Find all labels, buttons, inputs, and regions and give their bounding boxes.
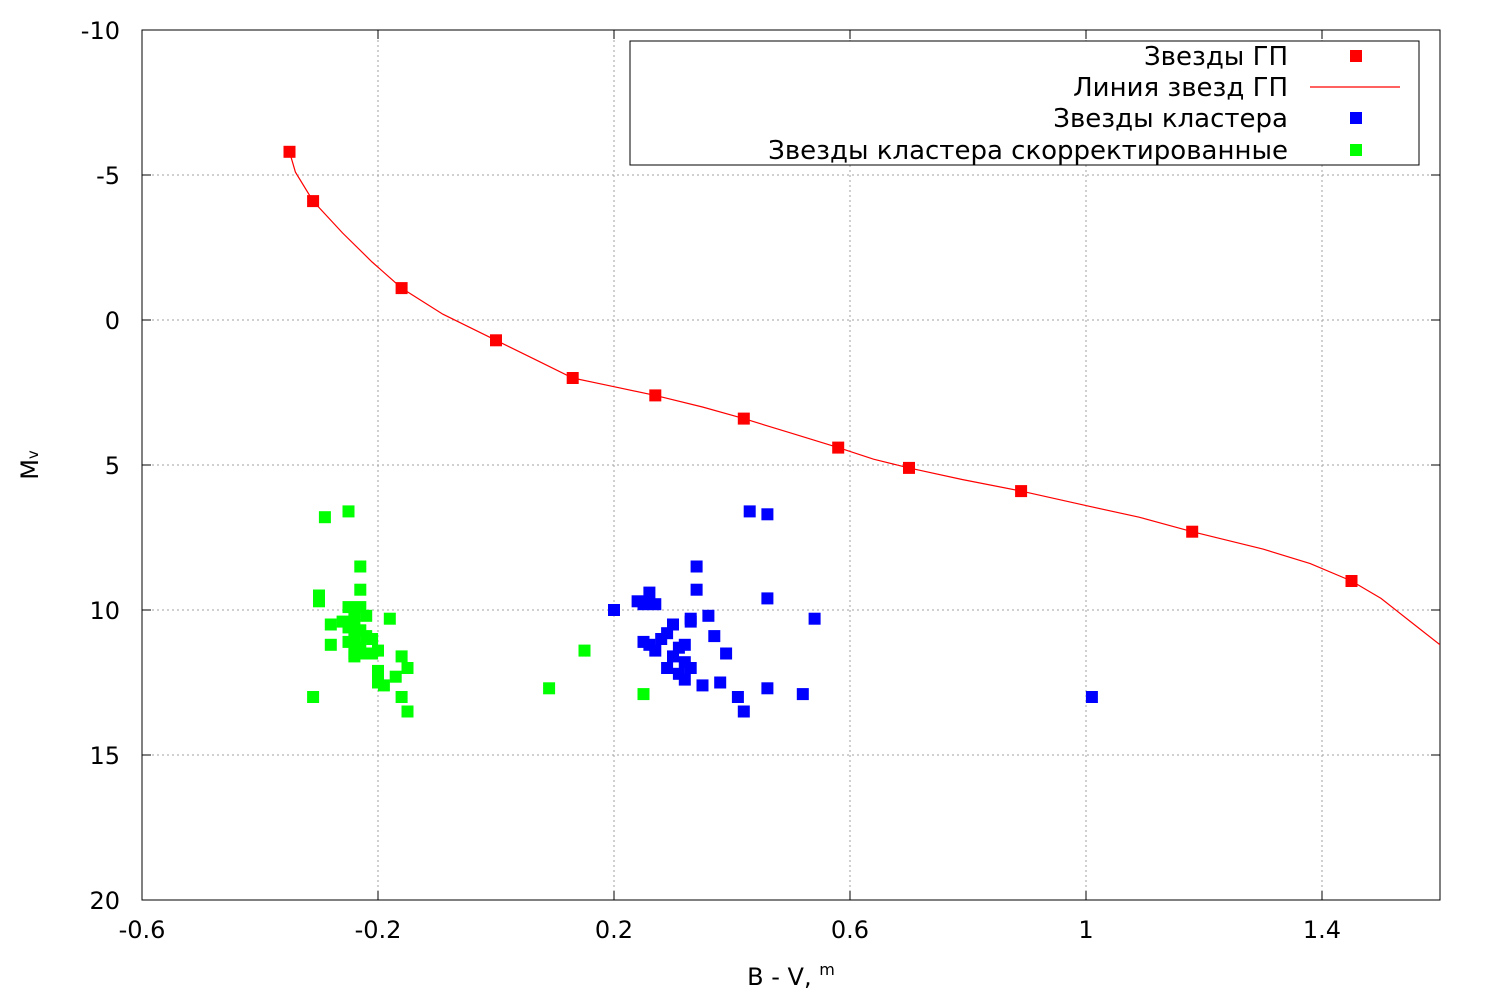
data-point [832,441,845,454]
data-point [1015,485,1028,498]
data-point [1085,691,1098,703]
data-point [342,635,355,648]
data-point [696,679,709,692]
data-point [372,664,384,677]
data-point [708,630,721,643]
data-point [348,650,361,663]
data-point [318,511,331,524]
legend-point-swatch [1350,144,1362,156]
data-point [366,633,379,645]
data-point [737,705,750,718]
data-point [395,691,408,703]
data-point [324,638,337,651]
data-point [313,595,325,608]
x-tick-label: 0.6 [831,916,869,944]
data-point [354,560,367,573]
y-tick-label: 0 [105,307,120,335]
data-point [354,583,367,596]
data-point [395,650,408,663]
data-point [360,609,373,622]
legend-box [629,40,1420,166]
y-tick-label: 10 [89,597,120,625]
data-point [649,598,662,611]
ms-line [288,151,1440,646]
data-point [678,673,691,686]
data-point [283,145,296,158]
y-tick-label: -10 [81,17,120,45]
data-point [307,691,320,703]
data-point [578,644,591,657]
data-point [743,505,756,518]
data-point [342,601,355,614]
data-point [1345,575,1358,587]
data-point [383,612,396,625]
y-axis-label: Mv [16,450,44,480]
data-point [649,644,662,657]
legend-entry-label: Звезды кластера [1053,104,1288,134]
axis-ticks: -0.6 -0.2 0.2 0.6 1 1.4 -10 -5 0 5 10 15 20 [81,17,1440,944]
data-point [324,618,337,631]
y-tick-label: -5 [96,162,120,190]
data-point [401,705,414,718]
data-point [720,647,733,660]
data-point [377,679,390,692]
data-point [761,682,774,695]
y-tick-label: 5 [105,452,120,480]
x-tick-label: -0.2 [355,916,402,944]
data-point [643,586,656,599]
data-point [684,662,697,674]
data-point [702,609,715,622]
grid [142,30,1440,900]
data-point [490,334,502,347]
legend-point-swatch [1350,112,1362,124]
x-tick-label: -0.6 [119,916,166,944]
data-point [808,612,821,625]
data-point [690,560,703,573]
data-point [661,662,674,674]
data-point [731,691,744,703]
legend-point-swatch [1350,50,1362,62]
data-point [903,461,915,474]
y-tick-label: 20 [89,887,120,915]
legend-entry-label: Звезды ГП [1144,42,1288,72]
data-point [543,682,556,695]
data-point [637,598,650,611]
series-lines [288,151,1440,646]
data-point [678,638,691,651]
data-point [637,688,650,701]
data-point [1186,525,1199,538]
data-point [608,604,620,616]
data-point [667,618,679,631]
x-tick-label: 1.4 [1303,916,1341,944]
data-point [737,412,750,425]
data-point [690,583,703,596]
data-point [761,508,774,521]
data-point [761,592,774,605]
data-point [566,372,579,384]
legend-entry-label: Звезды кластера скорректированные [768,136,1288,166]
legend-entry-label: Линия звезд ГП [1073,73,1288,103]
x-tick-label: 1 [1078,916,1093,944]
x-tick-label: 0.2 [595,916,633,944]
data-point [389,670,402,683]
data-point [796,688,809,701]
data-point [307,195,320,208]
data-point [372,644,384,657]
data-point [401,662,414,674]
data-point [395,282,408,295]
x-axis-label: B - V, m [747,960,835,991]
series-points [283,145,1358,718]
y-tick-label: 15 [89,742,120,770]
data-point [649,389,662,402]
data-point [342,505,355,518]
data-point [714,676,727,689]
data-point [684,615,697,628]
